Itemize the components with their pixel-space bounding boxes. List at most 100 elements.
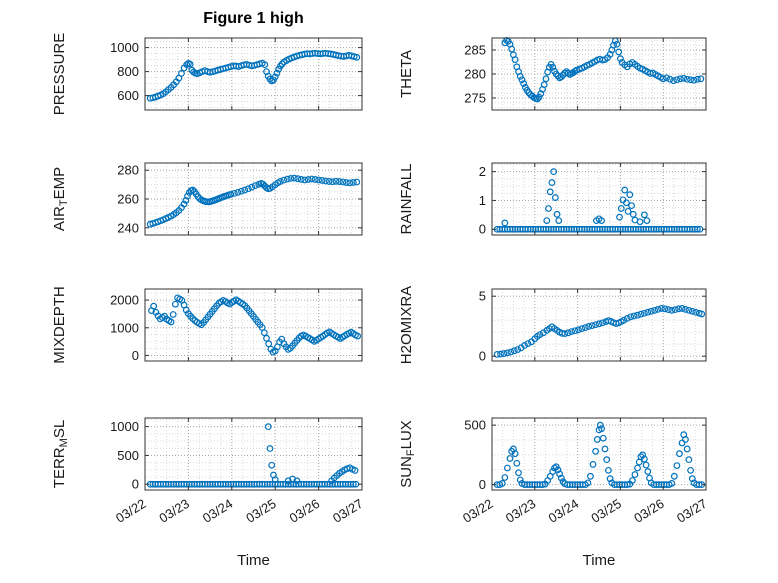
tick-marks [144, 38, 363, 110]
chart-terr-msl: 0 500 1000 03/22 03/23 03/24 03/25 03/26 03/27 [110, 417, 366, 526]
tick-marks [491, 163, 707, 235]
figure-title: Figure 1 high [203, 10, 304, 27]
subplot-terr-msl: TERRMSL 0 500 1000 03/22 03/23 03/24 03/25 03/2… [51, 410, 372, 554]
tick-marks [144, 289, 363, 361]
scatter-points [493, 168, 704, 233]
y-tick-labels: 0 1000 2000 [110, 293, 139, 363]
axes-box [144, 37, 363, 111]
major-grid [145, 289, 362, 361]
scatter-points [146, 423, 360, 488]
minor-grid [492, 163, 706, 235]
axes-box [491, 162, 707, 236]
svg-text:1000: 1000 [110, 419, 139, 434]
svg-text:1: 1 [479, 193, 486, 208]
minor-grid [145, 289, 362, 361]
y-tick-labels: 240 260 280 [117, 163, 139, 236]
svg-text:0: 0 [479, 349, 486, 364]
scatter-points [146, 174, 361, 228]
y-tick-labels: 275 280 285 [464, 43, 486, 106]
tick-marks [144, 163, 363, 235]
minor-grid [145, 38, 362, 110]
chart-rainfall: 0 1 2 [479, 162, 707, 237]
major-grid [492, 289, 706, 361]
axes-box [144, 288, 363, 362]
ylabel-text: RAINFALL [398, 163, 415, 235]
x-axis-label-left: Time [237, 552, 270, 569]
ylabel-text: THETA [398, 49, 415, 99]
y-tick-labels: 0 500 [464, 418, 486, 493]
x-axis-label-right: Time [582, 552, 616, 569]
svg-text:600: 600 [117, 88, 139, 103]
tick-marks [144, 418, 363, 490]
svg-text:800: 800 [117, 64, 139, 79]
subplot-pressure: PRESSURE 600 800 1000 [51, 30, 372, 120]
svg-text:5: 5 [479, 289, 486, 304]
svg-text:2000: 2000 [110, 293, 139, 308]
svg-text:0: 0 [132, 477, 139, 492]
svg-text:240: 240 [117, 220, 139, 235]
scatter-points [501, 36, 705, 103]
scatter-points [148, 294, 362, 356]
minor-grid [145, 418, 362, 490]
svg-text:03/25: 03/25 [588, 496, 624, 526]
svg-text:1000: 1000 [110, 320, 139, 335]
svg-text:03/23: 03/23 [503, 496, 539, 526]
ylabel-subscript: F [405, 449, 417, 457]
ylabel-text: EMP [51, 166, 68, 200]
subplot-rainfall: RAINFALL 0 1 2 [398, 155, 716, 245]
svg-text:275: 275 [464, 91, 486, 106]
chart-pressure: 600 800 1000 [110, 37, 363, 111]
y-tick-labels: 0 500 1000 [110, 419, 139, 492]
ylabel-text: SUN [398, 456, 415, 488]
ylabel-text: MIXDEPTH [51, 286, 68, 364]
svg-text:280: 280 [117, 163, 139, 178]
major-grid [492, 418, 706, 490]
svg-text:03/27: 03/27 [674, 496, 710, 526]
y-tick-labels: 600 800 1000 [110, 40, 139, 103]
major-grid [492, 163, 706, 235]
svg-text:2: 2 [479, 164, 486, 179]
svg-text:03/26: 03/26 [287, 496, 323, 526]
axes-box [491, 417, 707, 491]
chart-sun-flux: 0 500 03/22 03/23 03/24 03/25 03/26 03/27 [460, 417, 710, 526]
chart-theta: 275 280 285 [464, 36, 707, 111]
ylabel-text: SL [51, 419, 68, 439]
scatter-points [146, 49, 361, 102]
chart-air-temp: 240 260 280 [117, 162, 363, 236]
svg-text:0: 0 [479, 477, 486, 492]
tick-marks [491, 38, 707, 110]
axes-box [144, 417, 363, 491]
x-tick-labels: 03/22 03/23 03/24 03/25 03/26 03/27 [113, 496, 366, 526]
subplot-air-temp: AIRTEMP 240 260 280 [51, 155, 372, 245]
svg-text:03/22: 03/22 [113, 496, 149, 526]
y-axis-label-sun-flux: SUNFLUX [398, 354, 418, 554]
svg-text:03/26: 03/26 [631, 496, 667, 526]
svg-text:03/25: 03/25 [243, 496, 279, 526]
scatter-points [493, 421, 706, 489]
major-grid [145, 418, 362, 490]
svg-text:03/24: 03/24 [546, 496, 582, 526]
ylabel-text: H2OMIXRA [398, 285, 415, 365]
y-tick-labels: 05 [479, 289, 486, 364]
major-grid [145, 38, 362, 110]
chart-mixdepth: 0 1000 2000 [110, 288, 363, 363]
minor-grid [492, 289, 706, 361]
chart-h2omixra: 05 [479, 288, 707, 364]
y-axis-label-terr-msl: TERRMSL [51, 354, 71, 554]
svg-text:0: 0 [132, 348, 139, 363]
svg-text:03/22: 03/22 [460, 496, 496, 526]
svg-text:500: 500 [464, 418, 486, 433]
svg-text:1000: 1000 [110, 40, 139, 55]
svg-text:03/24: 03/24 [200, 496, 236, 526]
subplot-mixdepth: MIXDEPTH 0 1000 2000 [51, 281, 372, 371]
ylabel-text: TERR [51, 447, 68, 489]
subplot-theta: THETA 275 280 285 [398, 30, 716, 120]
axes-box [491, 288, 707, 362]
svg-text:260: 260 [117, 192, 139, 207]
ylabel-subscript: M [58, 438, 70, 448]
svg-text:03/27: 03/27 [330, 496, 366, 526]
svg-text:500: 500 [117, 448, 139, 463]
scatter-points [493, 305, 706, 358]
